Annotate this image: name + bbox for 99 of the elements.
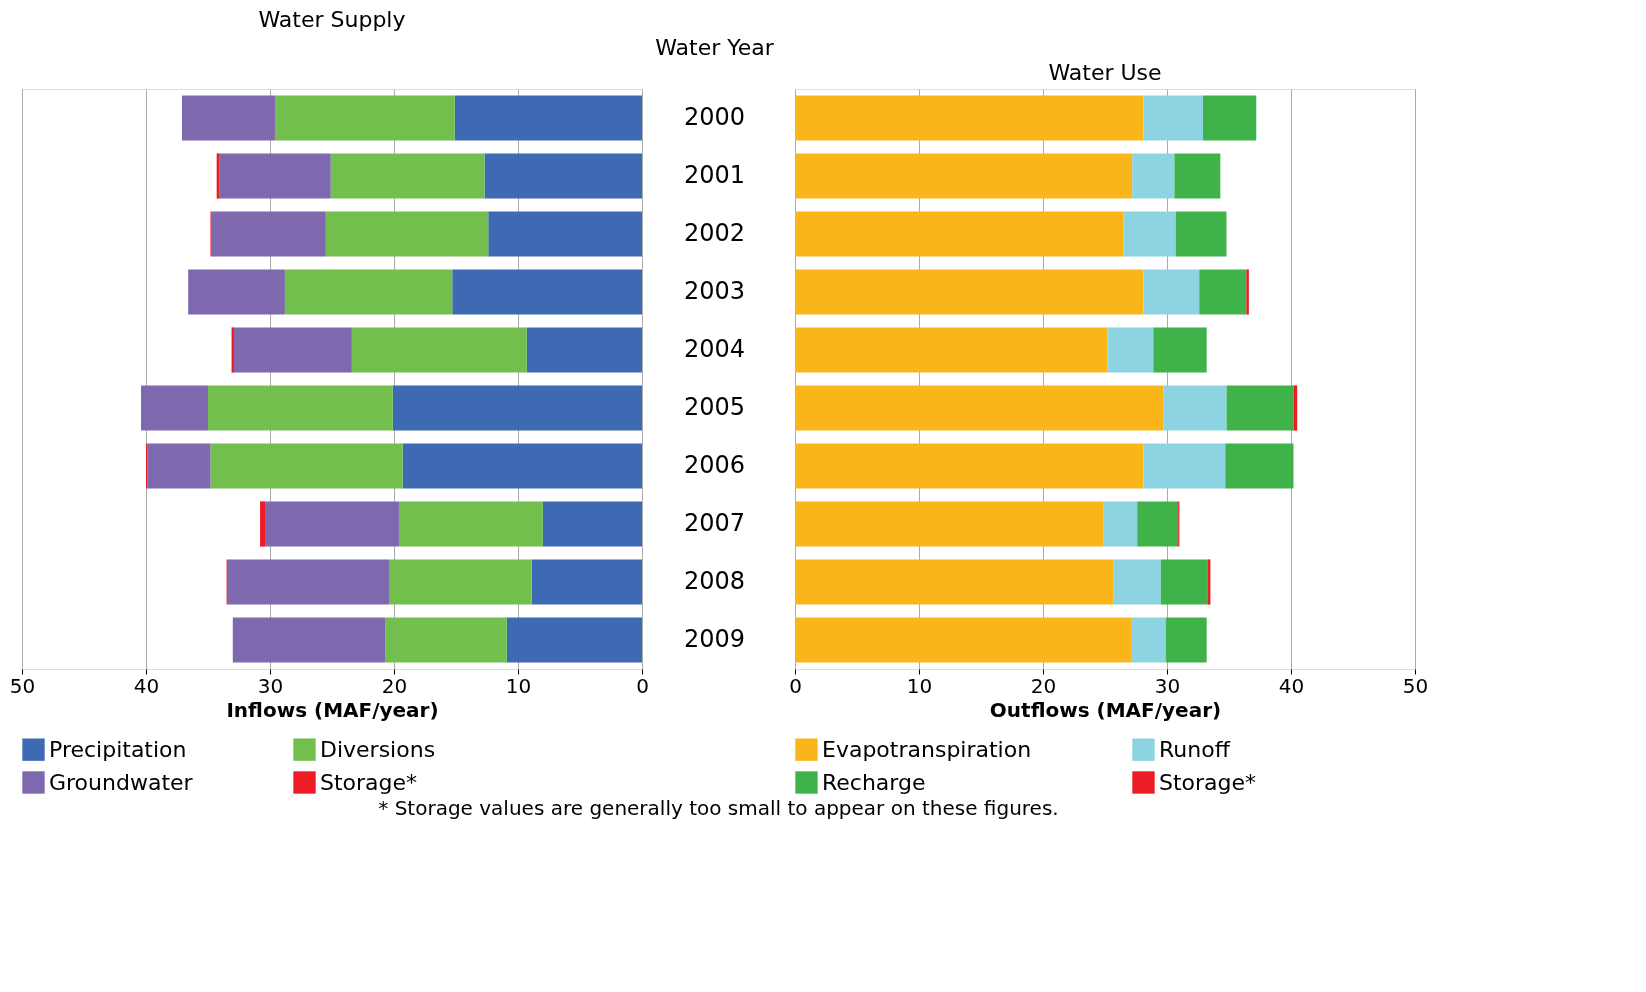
bar xyxy=(1113,559,1161,605)
x-tick-label: 50 xyxy=(9,673,36,698)
y-tick-label: 2009 xyxy=(683,625,746,653)
x-tick-label: 0 xyxy=(636,673,649,698)
bar xyxy=(1163,385,1227,431)
bar xyxy=(188,269,285,315)
bar xyxy=(452,269,642,315)
bar xyxy=(402,443,642,489)
bar xyxy=(795,327,1108,373)
chart-title: Water Supply xyxy=(258,7,406,32)
bar xyxy=(232,617,386,663)
bar xyxy=(1175,211,1227,257)
bar xyxy=(531,559,642,605)
legend-label: Recharge xyxy=(822,769,926,795)
bar xyxy=(795,95,1144,141)
x-tick-label: 0 xyxy=(789,673,802,698)
bar xyxy=(542,501,642,547)
bar xyxy=(208,385,393,431)
x-tick-label: 50 xyxy=(1402,673,1429,698)
bar xyxy=(454,95,642,141)
bar xyxy=(1293,385,1298,431)
bar xyxy=(1107,327,1154,373)
bar xyxy=(398,501,543,547)
y-tick-label: 2002 xyxy=(683,219,746,247)
legend-label: Precipitation xyxy=(49,736,187,762)
legend-label: Evapotranspiration xyxy=(822,736,1032,762)
x-tick-label: 30 xyxy=(1154,673,1181,698)
y-tick-label: 2000 xyxy=(683,103,746,131)
bar xyxy=(210,443,403,489)
y-tick-label: 2008 xyxy=(683,567,746,595)
y-tick-label: 2005 xyxy=(683,393,746,421)
y-tick-label: 2004 xyxy=(683,335,746,363)
x-tick-label: 40 xyxy=(133,673,160,698)
bar xyxy=(484,153,642,199)
text: * Storage values are generally too small to appear on these figures. xyxy=(378,795,1059,820)
bar xyxy=(147,443,211,489)
bar xyxy=(795,269,1144,315)
bar xyxy=(1143,95,1203,141)
x-axis-title: Outflows (MAF/year) xyxy=(989,697,1222,722)
bar xyxy=(141,385,208,431)
bar xyxy=(227,559,390,605)
bar xyxy=(488,211,642,257)
bar xyxy=(1123,211,1176,257)
bar xyxy=(385,617,507,663)
x-tick-label: 30 xyxy=(257,673,284,698)
bar xyxy=(795,443,1144,489)
bar xyxy=(274,95,455,141)
bar xyxy=(1132,153,1175,199)
bar xyxy=(795,617,1132,663)
x-tick-label: 10 xyxy=(906,673,933,698)
bar xyxy=(795,385,1164,431)
bar xyxy=(1174,153,1221,199)
x-tick-label: 20 xyxy=(1030,673,1057,698)
x-tick-label: 40 xyxy=(1278,673,1305,698)
bar xyxy=(1143,269,1200,315)
bar xyxy=(1246,269,1249,315)
bar xyxy=(284,269,453,315)
bar xyxy=(1202,95,1257,141)
bar xyxy=(325,211,489,257)
bar xyxy=(234,327,352,373)
bar xyxy=(260,501,266,547)
bar xyxy=(265,501,399,547)
bar xyxy=(1153,327,1207,373)
x-tick-label: 20 xyxy=(381,673,408,698)
bar xyxy=(795,559,1114,605)
bar xyxy=(1225,443,1294,489)
bar xyxy=(392,385,642,431)
bar xyxy=(219,153,331,199)
bar xyxy=(1137,501,1179,547)
bar xyxy=(1199,269,1247,315)
bar xyxy=(211,211,326,257)
x-axis-title: Inflows (MAF/year) xyxy=(226,697,439,722)
bar xyxy=(389,559,532,605)
y-tick-label: 2003 xyxy=(683,277,746,305)
bar xyxy=(1143,443,1226,489)
y-tick-label: 2006 xyxy=(683,451,746,479)
bar xyxy=(351,327,527,373)
legend-label: Groundwater xyxy=(49,769,194,795)
bar xyxy=(795,153,1133,199)
y-tick-label: 2001 xyxy=(683,161,746,189)
x-tick-label: 10 xyxy=(505,673,532,698)
legend-label: Diversions xyxy=(320,736,436,762)
bar xyxy=(795,501,1104,547)
bar xyxy=(1165,617,1207,663)
bar xyxy=(1226,385,1294,431)
bar xyxy=(1160,559,1208,605)
chart-title: Water Use xyxy=(1048,60,1162,85)
y-axis-title: Water Year xyxy=(655,34,775,60)
bar xyxy=(1103,501,1138,547)
bar xyxy=(330,153,485,199)
bar xyxy=(506,617,642,663)
bar xyxy=(1131,617,1166,663)
legend-label: Storage* xyxy=(320,769,418,795)
legend-label: Runoff xyxy=(1159,736,1231,762)
y-tick-label: 2007 xyxy=(683,509,746,537)
bar xyxy=(526,327,642,373)
bar xyxy=(795,211,1124,257)
legend-label: Storage* xyxy=(1159,769,1257,795)
bar xyxy=(181,95,275,141)
